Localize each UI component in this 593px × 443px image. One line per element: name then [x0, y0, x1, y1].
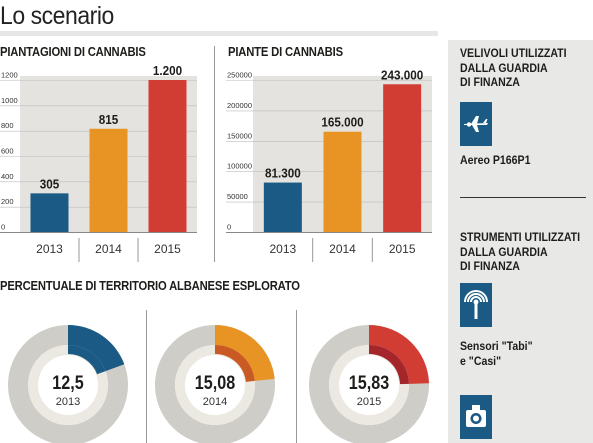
value-label: 305: [40, 177, 60, 192]
airplane-icon: [460, 102, 492, 146]
x-tick-label: 2013: [269, 242, 296, 256]
donut-inner-segment: [68, 345, 106, 375]
donut-2015: 15,83 2015: [309, 325, 429, 443]
bar-2014: [89, 128, 128, 232]
bar-2014: [323, 131, 362, 232]
page-title: Lo scenario: [0, 2, 114, 30]
bar-2015: [383, 84, 422, 232]
donut-2014: 15,08 2014: [155, 325, 275, 443]
donut-value: 15,08: [195, 372, 236, 394]
donut-divider-2: [296, 310, 297, 443]
y-tick-label: 200: [1, 197, 14, 206]
donut-year: 2013: [56, 396, 80, 408]
plants-chart-title: PIANTE DI CANNABIS: [228, 45, 343, 59]
side-panel: VELIVOLI UTILIZZATI DALLA GUARDIA DI FINAN…: [448, 40, 593, 443]
y-tick-label: 200000: [227, 101, 252, 110]
territory-chart-title: PERCENTUALE DI TERRITORIO ALBANESE ESPLO…: [0, 279, 300, 293]
x-tick-label: 2014: [95, 242, 122, 256]
side-divider: [460, 197, 586, 198]
value-label: 243.000: [381, 68, 423, 83]
sensor-label: Sensori "Tabi" e "Casi": [460, 339, 533, 368]
bar-2015: [148, 80, 187, 232]
y-tick-label: 800: [1, 121, 14, 130]
x-tick-label: 2015: [154, 242, 181, 256]
donut-divider-1: [146, 310, 147, 443]
aircraft-label: Aereo P166P1: [460, 153, 531, 167]
y-tick-label: 1000: [1, 96, 18, 105]
bar-2013: [30, 193, 69, 232]
aircraft-heading: VELIVOLI UTILIZZATI DALLA GUARDIA DI FINAN…: [460, 46, 567, 89]
title-rule: [0, 31, 438, 36]
donut-segment: [68, 325, 125, 372]
y-tick-label: 600: [1, 147, 14, 156]
plants-bar-chart: 0 50000 100000 150000 200000 250000 81.300 2013…: [226, 68, 432, 262]
donut-hole: [339, 355, 399, 415]
value-label: 815: [99, 112, 119, 127]
donut-segment: [215, 325, 275, 381]
value-label: 81.300: [265, 166, 301, 181]
y-tick-label: 400: [1, 172, 14, 181]
territory-donut-charts: 12,5 2013 15,08 2014 15,83 2015: [8, 325, 429, 443]
y-tick-label: 100000: [227, 162, 252, 171]
plantations-bar-chart: 0 200 400 600 800 1000 1200 305 2013 815 2014 1.200…: [0, 66, 197, 262]
donut-year: 2015: [357, 396, 381, 408]
donut-value: 15,83: [349, 372, 390, 394]
chart-divider-1: [214, 46, 215, 262]
camera-icon: [460, 395, 492, 439]
value-label: 1.200: [153, 66, 182, 78]
y-tick-label: 250000: [227, 71, 252, 80]
sensor-icon: [460, 283, 492, 327]
bar-2013: [263, 182, 302, 232]
y-tick-label: 1200: [1, 71, 18, 80]
donut-segment: [369, 325, 429, 384]
x-tick-label: 2015: [389, 242, 416, 256]
tools-heading: STRUMENTI UTILIZZATI DALLA GUARDIA DI FINA…: [460, 230, 581, 273]
y-tick-label: 50000: [227, 192, 248, 201]
donut-value: 12,5: [52, 372, 84, 394]
donut-hole: [185, 355, 245, 415]
y-tick-label: 150000: [227, 131, 252, 140]
donut-year: 2014: [203, 396, 227, 408]
donut-inner-segment: [215, 345, 255, 382]
x-tick-label: 2013: [36, 242, 63, 256]
y-tick-label: 0: [1, 223, 5, 232]
donut-inner-segment: [369, 345, 409, 385]
donut-hole: [38, 355, 98, 415]
x-tick-label: 2014: [329, 242, 356, 256]
plantations-chart-title: PIANTAGIONI DI CANNABIS: [0, 45, 146, 59]
donut-2013: 12,5 2013: [8, 325, 128, 443]
value-label: 165.000: [321, 115, 363, 130]
y-tick-label: 0: [227, 223, 231, 232]
